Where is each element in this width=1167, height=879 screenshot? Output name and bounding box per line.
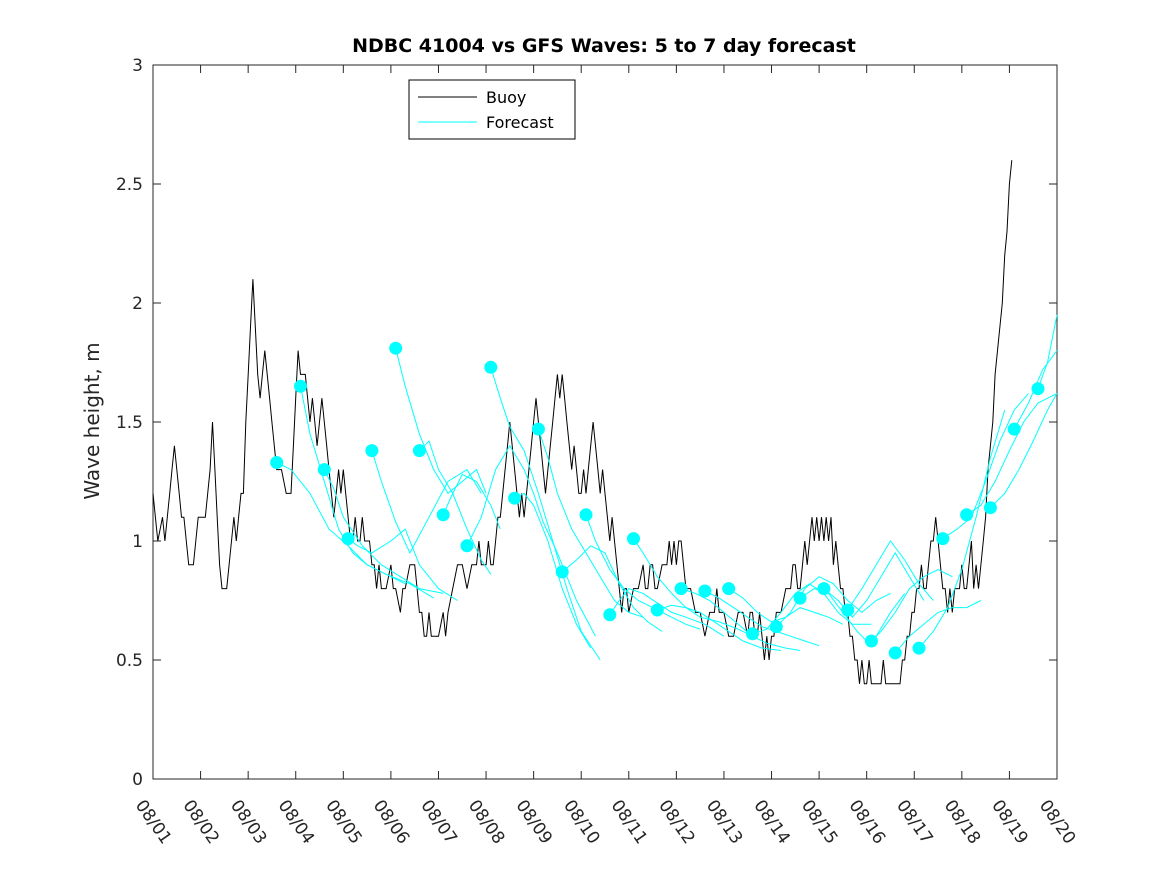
forecast-start-marker <box>460 539 474 553</box>
legend-forecast-label: Forecast <box>486 113 554 132</box>
forecast-start-marker <box>508 491 522 505</box>
forecast-start-marker <box>983 501 997 515</box>
forecast-line <box>823 551 925 618</box>
forecast-start-marker <box>555 565 569 579</box>
forecast-start-marker <box>722 582 736 596</box>
forecast-line <box>942 393 1029 540</box>
forecast-start-marker <box>317 463 331 477</box>
forecast-line <box>894 600 982 654</box>
forecast-start-marker <box>579 508 593 522</box>
y-tick-label: 1.5 <box>116 413 143 433</box>
forecast-start-marker <box>817 582 831 596</box>
forecast-start-marker <box>1007 422 1021 436</box>
forecast-line <box>609 588 725 637</box>
forecast-line <box>657 604 782 651</box>
legend-buoy-label: Buoy <box>486 88 526 107</box>
forecast-start-marker <box>674 582 688 596</box>
chart-title: NDBC 41004 vs GFS Waves: 5 to 7 day fore… <box>352 35 856 57</box>
forecast-start-marker <box>603 608 617 622</box>
y-tick-label: 3 <box>132 56 143 76</box>
forecast-start-marker <box>912 641 926 655</box>
forecast-start-marker <box>1031 382 1045 396</box>
y-tick-label: 2 <box>132 294 143 314</box>
forecast-line <box>680 588 801 651</box>
forecast-line <box>395 348 487 495</box>
forecast-start-marker <box>936 532 950 546</box>
forecast-line <box>371 450 482 555</box>
forecast-start-marker <box>270 456 284 469</box>
forecast-line <box>1037 314 1058 389</box>
forecast-line <box>585 514 701 630</box>
y-tick-label: 0.5 <box>116 651 143 671</box>
y-tick-label: 2.5 <box>116 175 143 195</box>
forecast-line <box>966 392 1058 516</box>
forecast-start-marker <box>960 508 974 522</box>
legend: Buoy Forecast <box>408 79 576 140</box>
forecast-start-marker <box>769 620 783 634</box>
forecast-start-marker <box>627 532 640 546</box>
forecast-start-marker <box>698 584 712 598</box>
forecast-line <box>442 473 501 530</box>
forecast-start-marker <box>484 360 498 374</box>
y-tick-label: 0 <box>132 770 143 790</box>
forecast-start-marker <box>650 603 664 617</box>
forecast-start-marker <box>341 532 355 546</box>
forecast-start-marker <box>294 379 307 393</box>
forecast-line <box>918 409 1006 649</box>
forecast-line <box>514 492 592 649</box>
forecast-start-marker <box>412 444 426 458</box>
forecast-line <box>990 393 1058 509</box>
forecast-line <box>704 590 820 647</box>
forecast-line <box>466 444 596 637</box>
forecast-start-marker <box>365 444 379 458</box>
legend-box <box>408 79 576 140</box>
forecast-line <box>775 576 891 628</box>
forecast-line <box>561 545 663 632</box>
buoy-line <box>152 160 1013 685</box>
forecast-start-marker <box>864 634 878 648</box>
y-tick-label: 1 <box>132 532 143 552</box>
forecast-start-marker <box>531 422 545 436</box>
forecast-start-marker <box>389 341 403 355</box>
y-axis-label: Wave height, m <box>80 342 104 499</box>
forecast-line <box>847 540 934 611</box>
forecast-line <box>347 528 458 601</box>
forecast-line <box>537 428 644 618</box>
forecast-line <box>490 367 601 661</box>
forecast-start-marker <box>888 646 902 660</box>
forecast-line <box>871 569 953 642</box>
forecast-start-marker <box>793 591 807 605</box>
forecast-line <box>300 386 434 599</box>
forecast-start-marker <box>841 603 855 617</box>
forecast-start-marker <box>436 508 450 522</box>
forecast-line <box>323 469 444 594</box>
forecast-start-marker <box>746 627 759 641</box>
